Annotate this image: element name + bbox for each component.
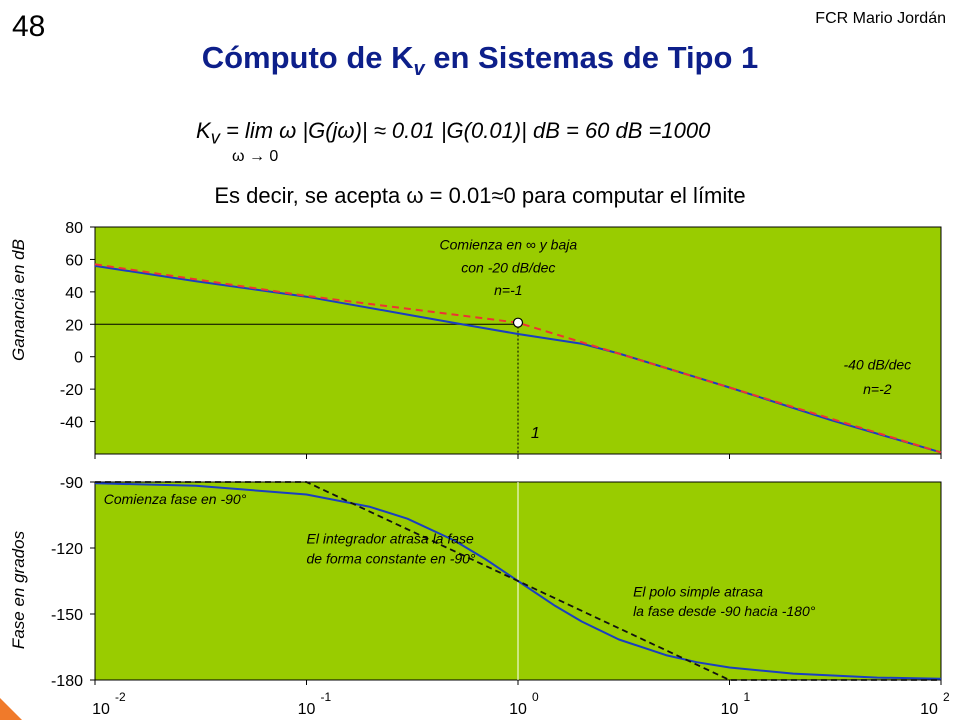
title-main: Cómputo de K xyxy=(201,40,414,75)
x-tick-exponent: -1 xyxy=(321,690,332,704)
annotation-label: de forma constante en -90° xyxy=(307,550,476,566)
formula-body: = lim ω |G(jω)| ≈ 0.01 |G(0.01)| dB = 60… xyxy=(219,118,711,143)
title-subscript: v xyxy=(413,58,425,81)
author-label: FCR Mario Jordán xyxy=(815,10,946,27)
series-line-actual xyxy=(94,482,942,680)
x-tick-base: 10 xyxy=(298,701,316,718)
magnitude-layer: 80 60 40 20 0 -20 -40 Comienza en ∞ y baja con -… xyxy=(60,220,942,459)
corner-accent xyxy=(0,698,22,720)
phase-layer: -90 -120 -150 -180 Comienza fase en -90° El i… xyxy=(51,475,942,690)
annotation-label: -40 dB/dec xyxy=(843,357,911,373)
x-axis-ticks: 10 -2 10 -1 10 0 10 1 10 2 xyxy=(92,690,950,718)
series-line-asymptote xyxy=(94,263,942,454)
annotation-label: El integrador atrasa la fase xyxy=(307,531,475,547)
note-text: Es decir, se acepta ω = 0.01≈0 para comp… xyxy=(214,183,746,208)
x-tick-base: 10 xyxy=(721,701,739,718)
x-tick-base: 10 xyxy=(92,701,110,718)
x-tick-label: 10 -1 xyxy=(298,690,332,718)
x-tick-exponent: 1 xyxy=(744,690,751,704)
y-tick-label: -20 xyxy=(60,382,83,399)
annotation-label: la fase desde -90 hacia -180° xyxy=(633,603,816,619)
annotation-label: con -20 dB/dec xyxy=(461,259,555,275)
y-tick-label: 60 xyxy=(65,252,83,269)
x-tick-exponent: -2 xyxy=(115,690,126,704)
title-rest: en Sistemas de Tipo 1 xyxy=(424,40,759,75)
annotation-label: n=-2 xyxy=(863,381,892,397)
x-tick-base: 10 xyxy=(920,701,938,718)
series-line-asymptote xyxy=(95,481,941,681)
x-tick-base: 10 xyxy=(509,701,527,718)
formula-k-subscript: v xyxy=(210,126,220,148)
annotation-label: Comienza en ∞ y baja xyxy=(440,237,578,253)
kv-formula: Kv = lim ω |G(jω)| ≈ 0.01 |G(0.01)| dB =… xyxy=(196,118,710,148)
formula-limit: ω → 0 xyxy=(232,148,279,165)
y-tick-label: -150 xyxy=(51,607,83,624)
x-tick-label: 10 2 xyxy=(920,690,950,718)
x-tick-label: 10 0 xyxy=(509,690,539,718)
y-tick-label: 20 xyxy=(65,317,83,334)
magnitude-ylabel: Ganancia en dB xyxy=(9,239,28,361)
y-tick-label: -180 xyxy=(51,673,83,690)
y-tick-label: 80 xyxy=(65,220,83,237)
y-tick-label: 0 xyxy=(74,350,83,367)
y-tick-label: 40 xyxy=(65,285,83,302)
marker-point xyxy=(512,317,524,328)
series-line-actual xyxy=(94,264,942,454)
x-tick-label: 10 -2 xyxy=(92,690,126,718)
y-tick-label: -40 xyxy=(60,415,83,432)
annotation-label: Comienza fase en -90° xyxy=(104,491,247,507)
x-tick-exponent: 0 xyxy=(532,690,539,704)
x-tick-label: 10 1 xyxy=(721,690,751,718)
x-tick-exponent: 2 xyxy=(943,690,950,704)
y-tick-label: -120 xyxy=(51,541,83,558)
annotation-label: n=-1 xyxy=(494,282,522,298)
formula-k: K xyxy=(196,118,211,143)
annotation-label: El polo simple atrasa xyxy=(633,583,763,599)
annotation-label: 1 xyxy=(531,425,540,442)
y-tick-label: -90 xyxy=(60,475,83,492)
slide-title: Cómputo de Kv en Sistemas de Tipo 1 xyxy=(0,40,960,81)
slide-number: 48 xyxy=(12,10,46,43)
phase-ylabel: Fase en grados xyxy=(9,530,28,649)
